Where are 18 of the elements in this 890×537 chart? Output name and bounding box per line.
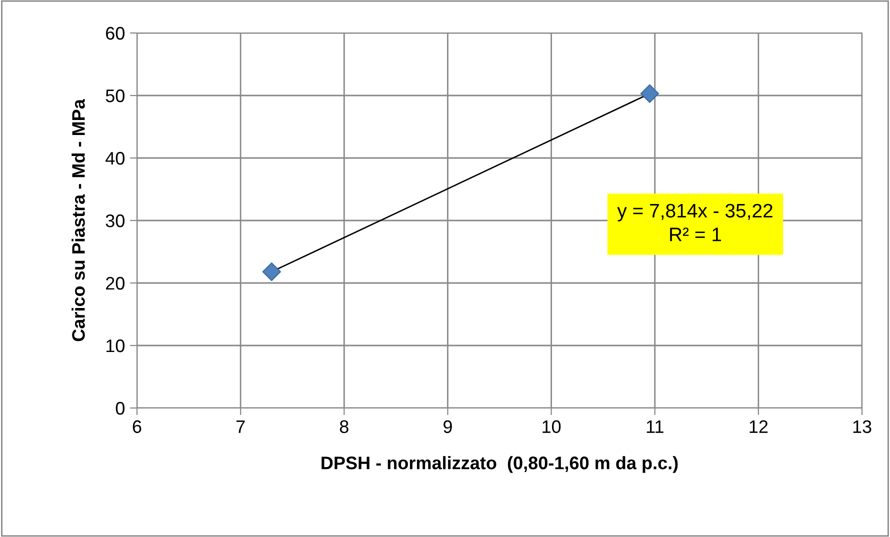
y-tick-label: 60 — [106, 26, 124, 40]
x-tick-label: 7 — [236, 420, 245, 433]
y-tick-label: 10 — [106, 339, 124, 352]
y-tick-label: 20 — [106, 276, 124, 290]
y-tick-label: 40 — [106, 152, 124, 165]
x-tick-label: 11 — [646, 420, 664, 433]
annotation: y = 7,814x - 35,22 R² = 1 — [617, 204, 772, 242]
x-tick-label: 8 — [340, 420, 348, 434]
x-tick-label: 9 — [444, 420, 452, 434]
y-tick-label: 30 — [106, 214, 124, 228]
x-tick-label: 12 — [750, 420, 768, 433]
y-tick-label: 50 — [106, 89, 124, 102]
x-tick-label: 13 — [853, 420, 872, 434]
y-tick-label: 0 — [116, 402, 124, 415]
y-axis-title: Carico su Piastra - Md - MPa — [72, 98, 85, 342]
x-tick-label: 10 — [542, 420, 561, 434]
x-axis-title: DPSH - normalizzato (0,80-1,60 m da p.c.) — [322, 456, 678, 473]
x-tick-label: 6 — [132, 420, 142, 434]
